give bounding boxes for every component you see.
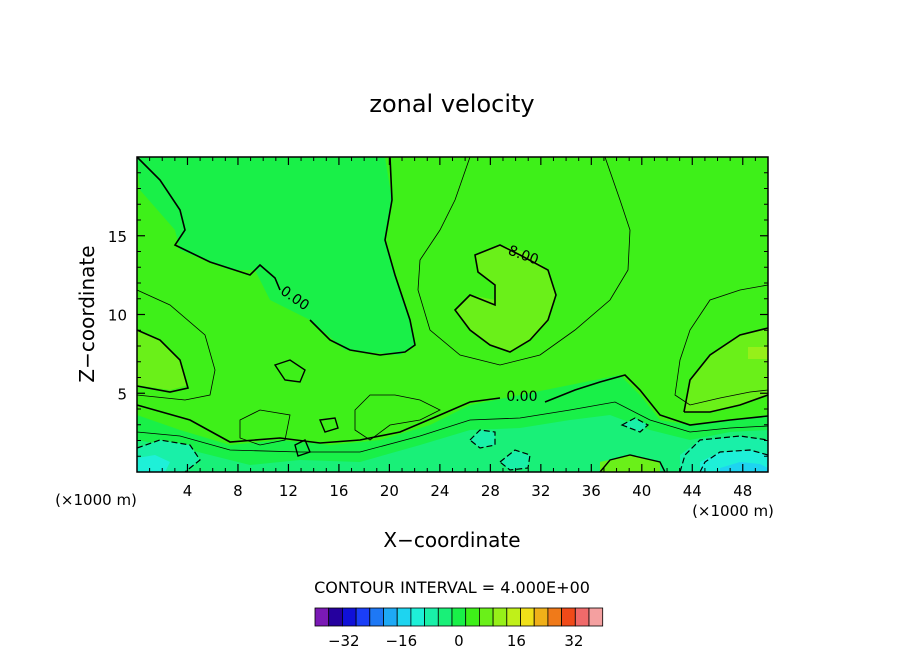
x-tick-label: 24 — [430, 482, 449, 500]
y-axis-label: Z−coordinate — [75, 245, 99, 382]
plot-area: 0.008.000.00 — [136, 156, 769, 473]
colorbar-swatch — [533, 607, 549, 627]
colorbar-swatch — [465, 607, 480, 627]
contour-line — [239, 409, 291, 446]
colorbar-swatch — [506, 607, 521, 627]
contour-label: 0.00 — [506, 389, 537, 405]
x-tick-label: 36 — [582, 482, 601, 500]
contour-interval-text: CONTOUR INTERVAL = 4.000E+00 — [314, 578, 590, 597]
contour-fill-zone — [137, 415, 768, 472]
contour-line — [679, 435, 769, 473]
x-tick-label: 32 — [531, 482, 550, 500]
y-tick-label: 10 — [108, 307, 127, 325]
contour-fill-zone — [455, 245, 556, 352]
colorbar-swatch — [341, 607, 357, 627]
contour-fill-zone — [684, 328, 768, 412]
colorbar-swatch — [561, 607, 576, 627]
contour-line — [499, 449, 531, 471]
colorbar: −32 −16 0 16 32 — [314, 607, 604, 650]
contour-line — [136, 374, 769, 444]
colorbar-swatch — [547, 607, 563, 627]
contour-line — [319, 417, 339, 433]
contour-fill-zone — [137, 455, 170, 472]
colorbar-swatch — [451, 607, 467, 627]
contour-fill-zone — [720, 462, 768, 472]
x-tick-label: 28 — [481, 482, 500, 500]
contour-line — [620, 417, 650, 433]
colorbar-swatch — [410, 607, 425, 627]
x-tick-label: 20 — [380, 482, 399, 500]
colorbar-swatch — [369, 607, 384, 627]
x-tick-label: 16 — [329, 482, 348, 500]
y-tick-label: 5 — [117, 385, 127, 403]
colorbar-swatch — [424, 607, 439, 627]
colorbar-tick-label: −32 — [328, 632, 360, 650]
contour-line — [136, 401, 769, 453]
colorbar-swatch — [383, 607, 398, 627]
contour-line — [294, 439, 311, 457]
y-tick-label: 15 — [108, 228, 127, 246]
contour-line — [599, 454, 666, 473]
colorbar-swatch — [355, 607, 371, 627]
y-axis: 5 10 15 — [108, 172, 768, 457]
x-unit-label-left: (×1000 m) — [55, 491, 137, 509]
x-axis: 4 8 12 16 20 24 28 32 36 40 44 48 — [149, 157, 756, 500]
x-tick-label: 8 — [233, 482, 243, 500]
contour-line — [417, 156, 631, 366]
contour-line — [469, 429, 496, 449]
x-tick-label: 44 — [683, 482, 702, 500]
contour-fill-zone — [470, 430, 495, 448]
contour-line — [683, 327, 769, 413]
colorbar-tick-label: 0 — [454, 632, 464, 650]
contour-line — [354, 394, 441, 441]
colorbar-swatch — [314, 607, 330, 627]
colorbar-swatch — [574, 607, 590, 627]
colorbar-swatch — [492, 607, 508, 627]
contour-line — [136, 439, 201, 473]
colorbar-tick-label: 32 — [564, 632, 583, 650]
colorbar-swatch — [437, 607, 453, 627]
contour-fill-zone — [137, 157, 415, 355]
contour-line — [273, 359, 306, 383]
chart-title: zonal velocity — [369, 90, 534, 118]
colorbar-swatch — [396, 607, 412, 627]
x-tick-label: 48 — [733, 482, 752, 500]
x-tick-label: 4 — [183, 482, 193, 500]
contour-fill-zone — [748, 347, 768, 359]
contour-line — [136, 289, 216, 401]
contour-line — [699, 449, 769, 473]
colorbar-swatch — [328, 607, 343, 627]
contour-line — [453, 244, 557, 353]
colorbar-tick-label: −16 — [385, 632, 417, 650]
x-axis-label: X−coordinate — [383, 528, 520, 552]
contour-line — [136, 156, 416, 356]
colorbar-swatch — [478, 607, 494, 627]
x-tick-label: 12 — [279, 482, 298, 500]
contour-line — [674, 284, 769, 406]
contour-fill-zone — [137, 330, 188, 390]
x-unit-label-right: (×1000 m) — [692, 502, 774, 520]
contour-fill-zone — [500, 450, 530, 470]
contour-line — [136, 329, 190, 393]
colorbar-swatch — [588, 607, 604, 627]
colorbar-tick-label: 16 — [507, 632, 526, 650]
x-tick-label: 40 — [632, 482, 651, 500]
colorbar-swatch — [520, 607, 535, 627]
